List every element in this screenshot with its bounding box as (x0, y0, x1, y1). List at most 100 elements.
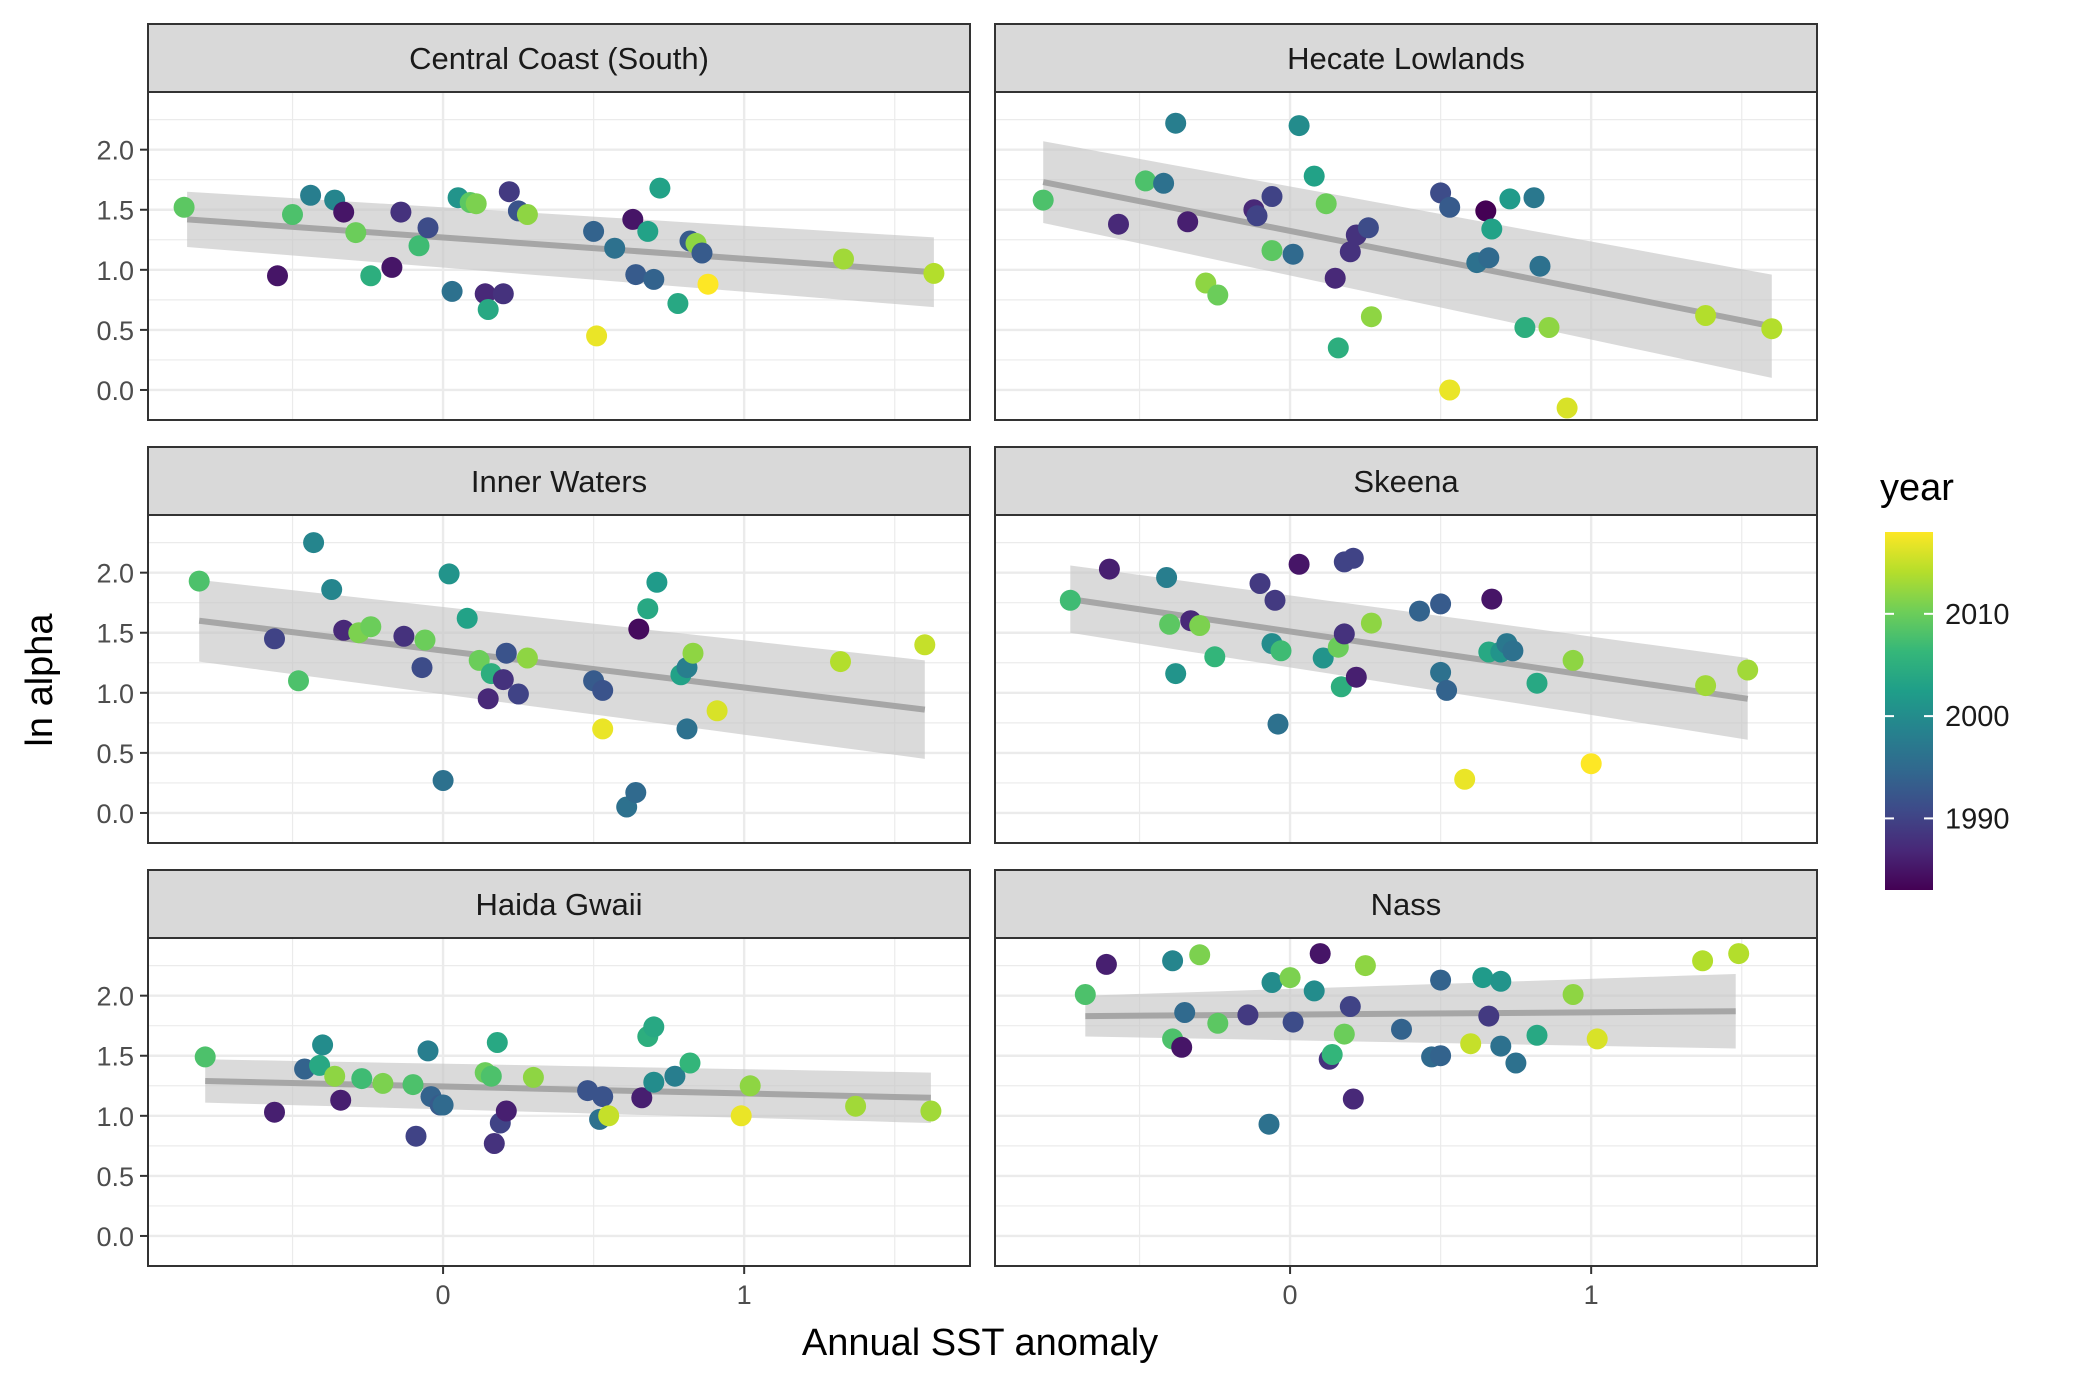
data-point (264, 628, 285, 650)
data-point (706, 700, 728, 722)
data-point (1261, 186, 1283, 207)
data-point (522, 1066, 544, 1088)
data-point (1342, 1088, 1364, 1110)
data-point (1430, 661, 1452, 683)
data-point (1288, 553, 1310, 575)
data-point (1267, 713, 1289, 735)
data-point (1171, 1036, 1193, 1058)
data-point (1430, 593, 1452, 615)
data-point (417, 1040, 439, 1062)
data-point (1303, 165, 1325, 187)
data-point (1309, 943, 1331, 965)
y-tick-label: 1.0 (96, 256, 134, 286)
data-point (309, 1054, 331, 1076)
data-point (604, 237, 626, 259)
data-point (1342, 547, 1364, 569)
data-point (492, 669, 514, 691)
trend-line (205, 1077, 931, 1101)
data-point (625, 782, 647, 803)
data-point (1439, 379, 1461, 401)
trend-line (198, 617, 926, 713)
data-point (1207, 284, 1229, 306)
data-point (321, 579, 343, 600)
data-point (667, 293, 689, 314)
data-point (622, 208, 644, 230)
y-tick-label: 0.0 (96, 1222, 134, 1252)
data-point (1460, 1033, 1482, 1055)
data-point (628, 618, 650, 640)
data-point (643, 1071, 665, 1093)
data-point (1360, 306, 1382, 328)
x-tick-label: 1 (737, 1280, 752, 1310)
y-tick-label: 1.0 (96, 1102, 134, 1132)
data-point (1490, 970, 1512, 992)
data-point (1177, 211, 1199, 233)
data-point (691, 242, 713, 264)
data-point (1174, 1002, 1196, 1023)
data-point (1391, 1018, 1412, 1040)
facet-title: Nass (1371, 887, 1442, 922)
y-tick-label: 2.0 (96, 982, 134, 1012)
facet-strip (147, 23, 971, 93)
y-tick-label: 0.5 (96, 739, 134, 769)
legend-ticks: 1990 2000 2010 (1885, 599, 2010, 835)
data-point (507, 683, 529, 705)
data-point (1135, 170, 1156, 192)
data-point (372, 1072, 394, 1094)
data-point (351, 1068, 373, 1090)
panel-border (147, 514, 971, 844)
data-point (1279, 967, 1301, 989)
data-point (1695, 305, 1717, 326)
data-point (1472, 967, 1494, 989)
data-point (1562, 649, 1584, 671)
facet-panel: Haida Gwaii 0.0 0.5 1.0 1.5 2.0 0 1 (96, 869, 971, 1310)
data-point (643, 1016, 665, 1038)
data-point (1478, 247, 1500, 269)
data-point (414, 629, 436, 651)
data-point (432, 1094, 454, 1116)
data-point (1258, 1113, 1280, 1135)
data-point (495, 1100, 517, 1122)
trend-line (1042, 179, 1773, 330)
data-point (1315, 193, 1337, 215)
data-point (1189, 615, 1211, 636)
data-point (402, 1074, 424, 1096)
data-point (1478, 1005, 1500, 1027)
data-point (282, 204, 303, 225)
data-point (360, 265, 382, 287)
facet-strip (994, 869, 1818, 939)
data-point (586, 325, 608, 347)
data-point (1339, 241, 1361, 263)
data-point (288, 670, 309, 692)
data-point (1282, 243, 1304, 265)
data-point (1261, 240, 1283, 262)
x-axis-title: Annual SST anomaly (802, 1322, 1158, 1364)
data-point (1165, 663, 1187, 685)
data-point (592, 679, 614, 701)
data-point (730, 1105, 752, 1127)
data-point (495, 642, 517, 664)
data-point (1324, 267, 1346, 289)
data-point (664, 1065, 686, 1087)
facet-panel: Central Coast (South) 0.0 0.5 1.0 1.5 2.0 (96, 23, 971, 421)
data-point (1237, 1004, 1259, 1026)
y-tick-label: 0.0 (96, 799, 134, 829)
data-point (1327, 337, 1349, 359)
data-point (1562, 984, 1584, 1005)
facet-title: Central Coast (South) (409, 41, 709, 76)
facet-title: Haida Gwaii (475, 887, 642, 922)
panel-border (147, 91, 971, 421)
data-point (1580, 753, 1602, 775)
data-point (1556, 397, 1578, 419)
data-point (1523, 187, 1545, 209)
data-point (1330, 676, 1352, 698)
data-point (679, 1052, 701, 1074)
data-point (1354, 955, 1376, 977)
data-point (1514, 317, 1536, 338)
data-point (1204, 646, 1226, 668)
facet-panel: Skeena (994, 446, 1818, 844)
data-point (1360, 612, 1382, 634)
data-point (1526, 1024, 1548, 1046)
data-point (830, 651, 851, 673)
